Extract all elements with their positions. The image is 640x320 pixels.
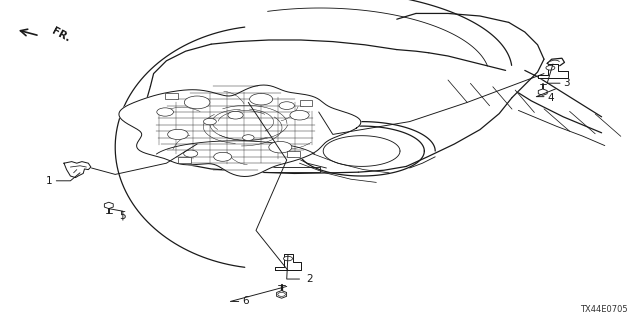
Circle shape [184, 150, 198, 157]
Text: 2: 2 [306, 274, 312, 284]
Text: 5: 5 [120, 211, 126, 221]
Text: FR.: FR. [50, 26, 72, 44]
Text: 1: 1 [46, 176, 52, 186]
Polygon shape [276, 291, 287, 298]
Circle shape [290, 110, 309, 120]
Polygon shape [64, 162, 91, 178]
Circle shape [243, 135, 254, 140]
Polygon shape [119, 85, 361, 177]
Circle shape [250, 93, 273, 105]
Polygon shape [538, 89, 547, 95]
Text: 6: 6 [242, 296, 248, 307]
Bar [300, 100, 312, 106]
Circle shape [279, 102, 294, 109]
Circle shape [157, 108, 173, 116]
Polygon shape [104, 202, 113, 209]
Circle shape [184, 96, 210, 109]
Circle shape [269, 141, 292, 153]
Text: 3: 3 [563, 78, 570, 88]
Circle shape [284, 256, 292, 261]
Circle shape [228, 111, 243, 119]
Circle shape [214, 152, 232, 161]
Circle shape [278, 292, 285, 296]
Text: 4: 4 [547, 92, 554, 103]
Bar [165, 93, 178, 99]
Bar [287, 151, 300, 157]
Circle shape [168, 129, 188, 140]
Circle shape [204, 118, 216, 125]
Bar [178, 157, 191, 163]
Circle shape [546, 66, 555, 70]
Polygon shape [538, 64, 568, 78]
Polygon shape [275, 254, 301, 270]
Text: TX44E0705: TX44E0705 [580, 305, 627, 314]
